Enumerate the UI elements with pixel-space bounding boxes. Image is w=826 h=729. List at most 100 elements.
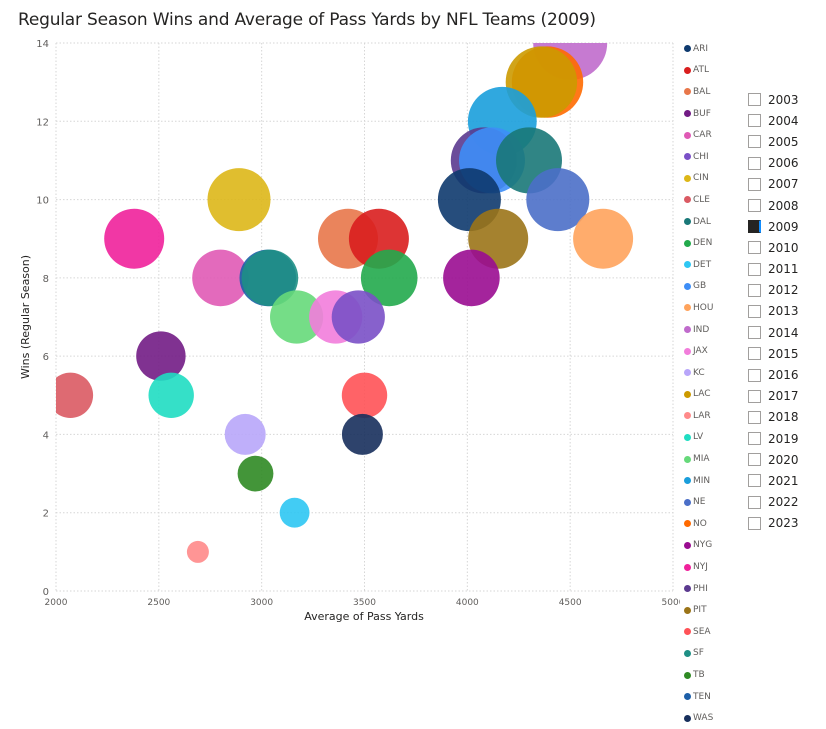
legend-item-no[interactable]: NO — [684, 513, 744, 535]
checkbox[interactable] — [748, 93, 761, 107]
legend-item-bal[interactable]: BAL — [684, 81, 744, 103]
legend-item-buf[interactable]: BUF — [684, 103, 744, 125]
legend-item-ten[interactable]: TEN — [684, 686, 744, 708]
bubble-was[interactable] — [341, 413, 383, 455]
bubble-mia[interactable] — [270, 290, 324, 344]
legend-item-hou[interactable]: HOU — [684, 297, 744, 319]
legend-item-ne[interactable]: NE — [684, 491, 744, 513]
bubble-ne[interactable] — [526, 168, 590, 232]
checkbox[interactable] — [748, 495, 761, 509]
bubble-lar[interactable] — [186, 540, 209, 563]
bubble-lv[interactable] — [148, 372, 194, 418]
checkbox[interactable] — [748, 474, 761, 488]
slicer-item-2012[interactable]: 2012 — [748, 280, 799, 301]
legend-item-mia[interactable]: MIA — [684, 448, 744, 470]
legend-item-gb[interactable]: GB — [684, 276, 744, 298]
bubble-cin[interactable] — [207, 168, 271, 232]
checkbox[interactable] — [748, 516, 761, 530]
slicer-item-2011[interactable]: 2011 — [748, 259, 799, 280]
bubble-cle[interactable] — [48, 372, 94, 418]
checkbox[interactable] — [748, 432, 761, 446]
slicer-item-2008[interactable]: 2008 — [748, 195, 799, 216]
bubble-kc[interactable] — [224, 413, 266, 455]
legend-item-lac[interactable]: LAC — [684, 384, 744, 406]
bubble-nyg[interactable] — [443, 249, 500, 307]
slicer-item-2016[interactable]: 2016 — [748, 364, 799, 385]
slicer-item-2019[interactable]: 2019 — [748, 428, 799, 449]
legend-item-cle[interactable]: CLE — [684, 189, 744, 211]
checkbox[interactable] — [748, 283, 761, 297]
slicer-item-2022[interactable]: 2022 — [748, 492, 799, 513]
checkbox[interactable] — [748, 135, 761, 149]
slicer-item-2015[interactable]: 2015 — [748, 343, 799, 364]
checkbox[interactable] — [748, 177, 761, 191]
slicer-item-2007[interactable]: 2007 — [748, 174, 799, 195]
legend-item-lv[interactable]: LV — [684, 427, 744, 449]
legend-item-tb[interactable]: TB — [684, 664, 744, 686]
bubble-tb[interactable] — [237, 455, 274, 492]
legend-item-ari[interactable]: ARI — [684, 38, 744, 60]
slicer-item-2018[interactable]: 2018 — [748, 407, 799, 428]
legend-item-lar[interactable]: LAR — [684, 405, 744, 427]
checkbox[interactable] — [748, 220, 761, 234]
legend-item-cin[interactable]: CIN — [684, 168, 744, 190]
slicer-label: 2003 — [768, 92, 799, 107]
checkbox[interactable] — [748, 304, 761, 318]
slicer-item-2009[interactable]: 2009 — [748, 216, 799, 237]
legend-item-pit[interactable]: PIT — [684, 599, 744, 621]
legend-item-sf[interactable]: SF — [684, 643, 744, 665]
legend-item-car[interactable]: CAR — [684, 124, 744, 146]
bubble-car[interactable] — [192, 249, 249, 307]
legend-item-det[interactable]: DET — [684, 254, 744, 276]
checkbox[interactable] — [748, 156, 761, 170]
slicer-item-2023[interactable]: 2023 — [748, 513, 799, 534]
legend-item-jax[interactable]: JAX — [684, 340, 744, 362]
bubble-hou[interactable] — [573, 208, 634, 269]
legend-dot-icon — [684, 628, 691, 636]
legend-item-den[interactable]: DEN — [684, 232, 744, 254]
legend-item-kc[interactable]: KC — [684, 362, 744, 384]
bubble-sf[interactable] — [241, 249, 299, 307]
slicer-item-2020[interactable]: 2020 — [748, 449, 799, 470]
legend-dot-icon — [684, 649, 691, 657]
bubble-sea[interactable] — [341, 372, 388, 418]
checkbox[interactable] — [748, 453, 761, 467]
checkbox[interactable] — [748, 114, 761, 128]
legend-item-min[interactable]: MIN — [684, 470, 744, 492]
checkbox[interactable] — [748, 410, 761, 424]
slicer-item-2021[interactable]: 2021 — [748, 470, 799, 491]
checkbox[interactable] — [748, 326, 761, 340]
checkbox[interactable] — [748, 368, 761, 382]
legend-item-chi[interactable]: CHI — [684, 146, 744, 168]
slicer-item-2010[interactable]: 2010 — [748, 237, 799, 258]
legend-item-dal[interactable]: DAL — [684, 211, 744, 233]
bubble-nyj[interactable] — [104, 208, 165, 269]
legend-item-sea[interactable]: SEA — [684, 621, 744, 643]
legend-dot-icon — [684, 412, 691, 420]
legend-item-nyj[interactable]: NYJ — [684, 556, 744, 578]
checkbox[interactable] — [748, 262, 761, 276]
bubble-det[interactable] — [279, 497, 310, 528]
checkbox[interactable] — [748, 241, 761, 255]
slicer-item-2005[interactable]: 2005 — [748, 131, 799, 152]
legend-item-nyg[interactable]: NYG — [684, 535, 744, 557]
bubble-buf[interactable] — [136, 331, 186, 381]
slicer-item-2003[interactable]: 2003 — [748, 89, 799, 110]
slicer-item-2014[interactable]: 2014 — [748, 322, 799, 343]
slicer-item-2004[interactable]: 2004 — [748, 110, 799, 131]
checkbox[interactable] — [748, 199, 761, 213]
legend-item-was[interactable]: WAS — [684, 707, 744, 729]
legend-item-ind[interactable]: IND — [684, 319, 744, 341]
slicer-item-2013[interactable]: 2013 — [748, 301, 799, 322]
legend-label: SF — [693, 648, 704, 659]
slicer-label: 2008 — [768, 198, 799, 213]
checkbox[interactable] — [748, 347, 761, 361]
checkbox[interactable] — [748, 389, 761, 403]
bubble-chi[interactable] — [331, 290, 385, 344]
bubble-den[interactable] — [360, 249, 418, 307]
legend-dot-icon — [684, 671, 691, 679]
slicer-item-2006[interactable]: 2006 — [748, 153, 799, 174]
legend-item-atl[interactable]: ATL — [684, 60, 744, 82]
slicer-item-2017[interactable]: 2017 — [748, 386, 799, 407]
legend-item-phi[interactable]: PHI — [684, 578, 744, 600]
